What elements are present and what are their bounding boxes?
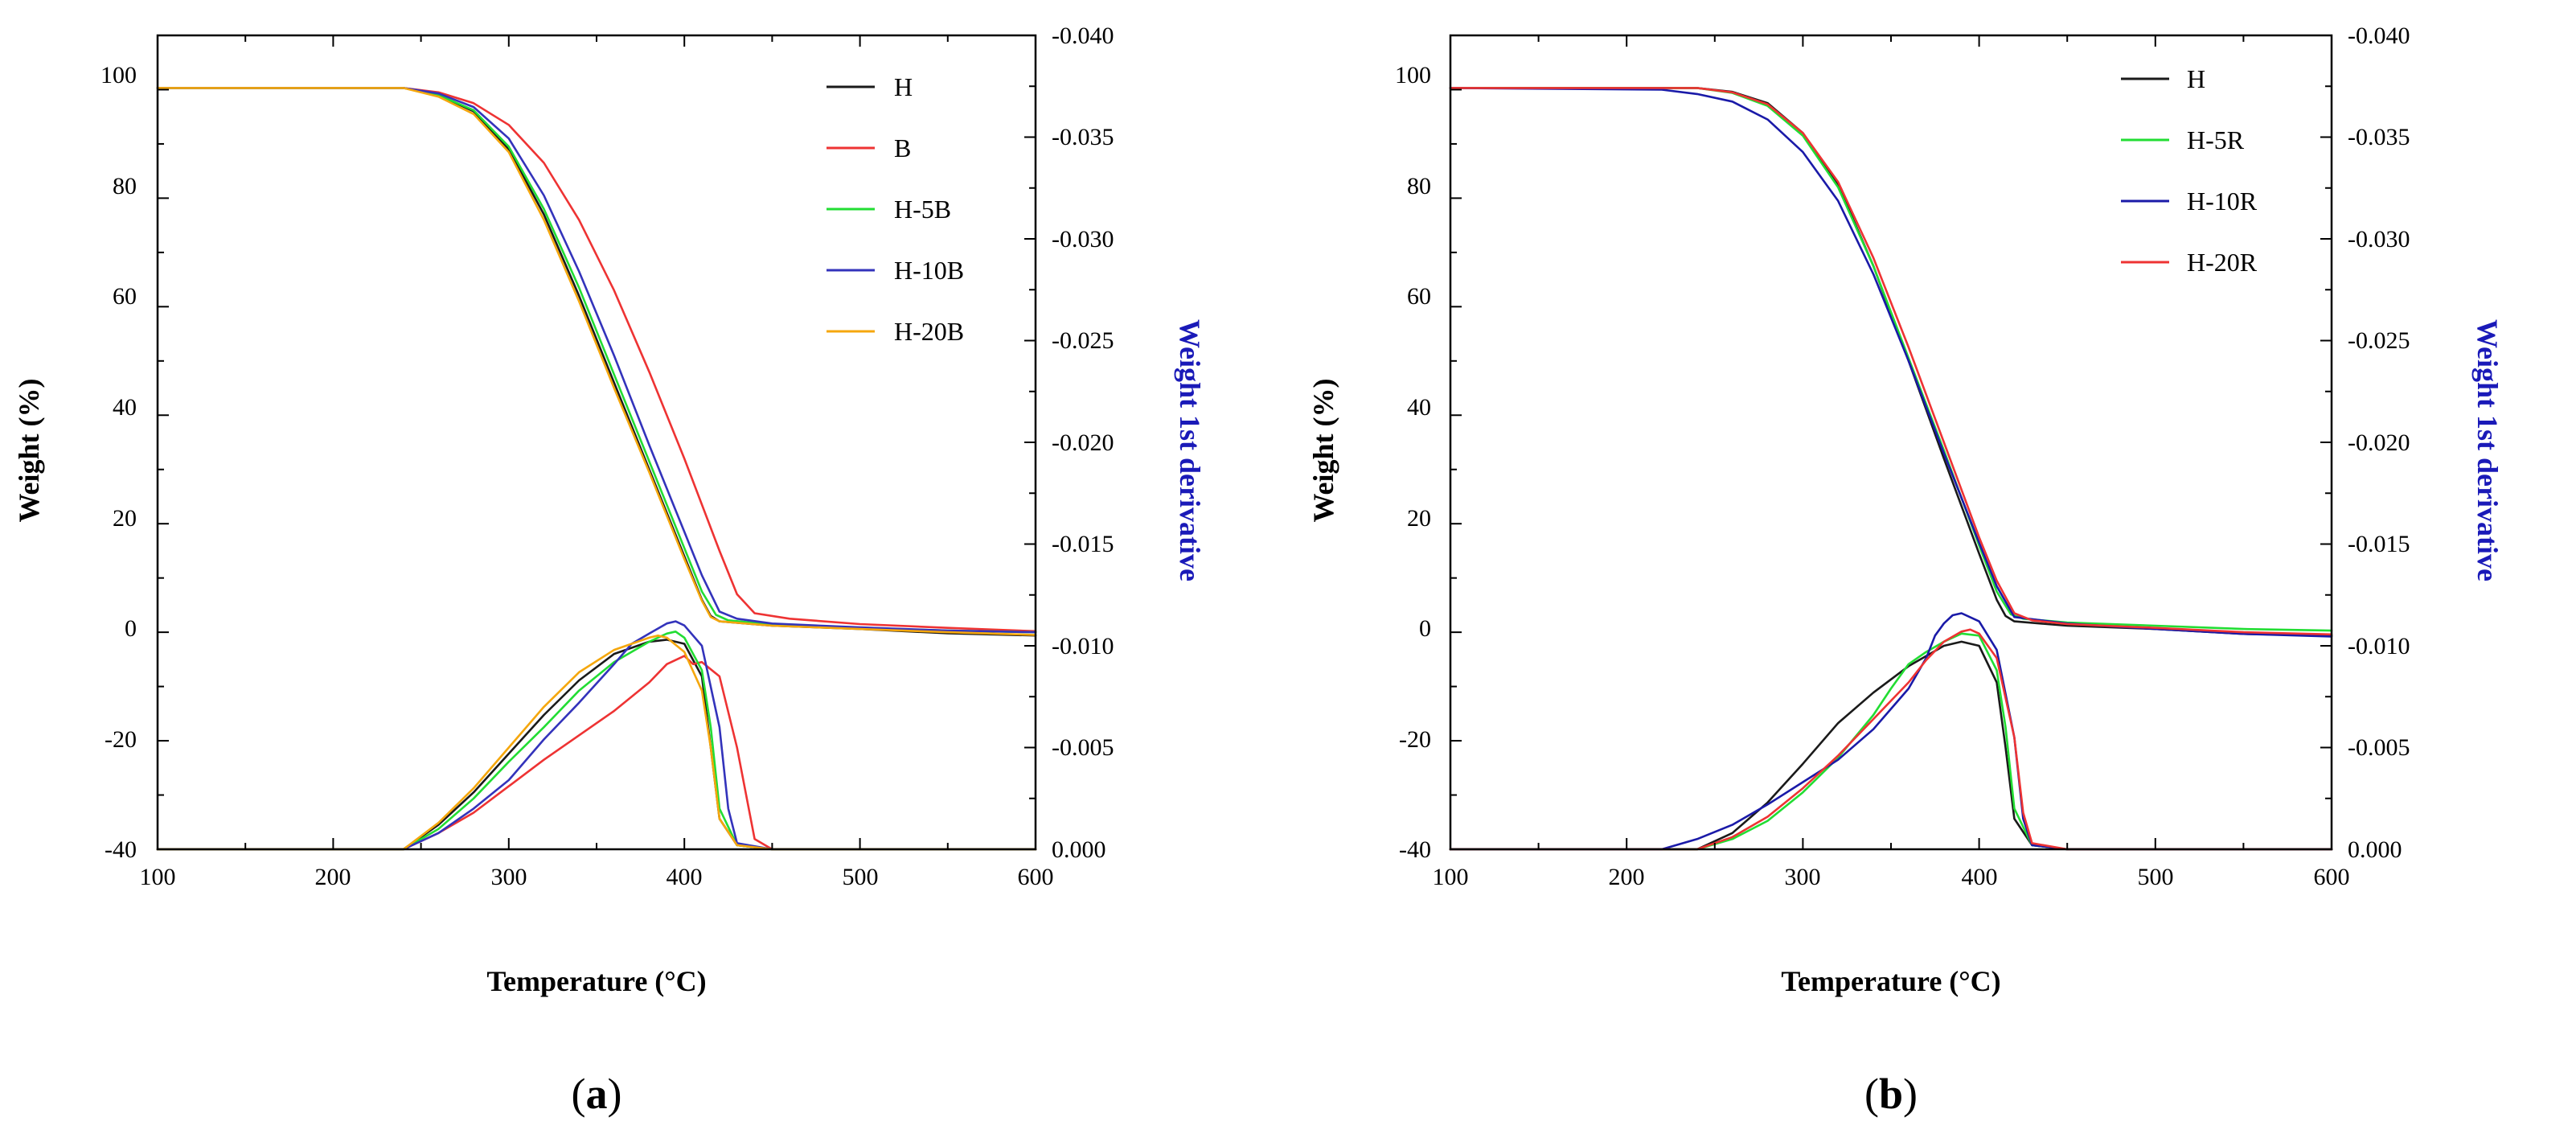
y-tick-label: 100: [100, 62, 137, 88]
series-b-weight-line: [156, 87, 1037, 633]
legend-label-h-20r: H-20R: [2187, 248, 2258, 277]
x-tick-label: 200: [1609, 864, 1645, 890]
y-axis-title: Weight (%): [1307, 379, 1339, 523]
y-tick-label: 60: [113, 283, 137, 310]
y-tick-label: 0: [125, 615, 137, 642]
series-h-10b-weight-line: [156, 87, 1037, 634]
panel-a-ticks: [157, 35, 1036, 850]
series-h-5r-derivative-line: [1449, 632, 2333, 851]
y-tick-label: 40: [113, 394, 137, 421]
panel-a-series: [156, 87, 1037, 851]
y2-tick-label: -0.040: [2348, 23, 2410, 49]
panel-b-ticks: [1450, 35, 2332, 850]
y-tick-label: 80: [1407, 173, 1431, 199]
x-tick-label: 100: [1433, 864, 1469, 890]
x-tick-label: 400: [667, 864, 703, 890]
series-h-20b-derivative-line: [156, 634, 1037, 851]
y2-tick-label: -0.015: [2348, 531, 2410, 557]
y-tick-label: 100: [1395, 62, 1431, 88]
legend: H H-5R H-10R H-20R: [2121, 64, 2258, 277]
y2-tick-label: 0.000: [2348, 836, 2402, 863]
y2-tick-label: -0.005: [1052, 734, 1114, 761]
panel-b-series: [1449, 87, 2333, 851]
y2-tick-label: 0.000: [1052, 836, 1106, 863]
legend-label-b: B: [894, 134, 911, 162]
y-tick-label: 20: [113, 505, 137, 532]
y-axis-title: Weight (%): [13, 379, 45, 523]
y2-tick-label: -0.040: [1052, 23, 1114, 49]
x-axis-title: Temperature (°C): [1781, 965, 2000, 997]
series-h-5b-weight-line: [156, 87, 1037, 634]
y-tick-label: 40: [1407, 394, 1431, 421]
series-h-10r-weight-line: [1449, 87, 2333, 638]
x-tick-label: 300: [1785, 864, 1821, 890]
y2-tick-label: -0.005: [2348, 734, 2410, 761]
x-tick-label: 400: [1962, 864, 1998, 890]
legend-label-h-5b: H-5B: [894, 195, 951, 224]
x-axis-title: Temperature (°C): [486, 965, 706, 997]
legend-label-h: H: [2187, 64, 2205, 93]
series-h-derivative-line: [156, 639, 1037, 851]
y2-axis-title: Weight 1st derivative: [1174, 319, 1206, 581]
x-tick-label: 200: [315, 864, 351, 890]
y-tick-label: -20: [105, 726, 137, 753]
series-h-5b-derivative-line: [156, 630, 1037, 851]
y-tick-label: 60: [1407, 283, 1431, 310]
y2-tick-label: -0.020: [1052, 429, 1114, 456]
y2-tick-label: -0.020: [2348, 429, 2410, 456]
y2-tick-label: -0.010: [1052, 633, 1114, 659]
y-tick-label: -40: [105, 836, 137, 863]
legend-label-h-10b: H-10B: [894, 256, 964, 285]
series-h-20r-weight-line: [1449, 87, 2333, 636]
series-h-20r-derivative-line: [1449, 628, 2333, 851]
y2-tick-label: -0.015: [1052, 531, 1114, 557]
series-h-10r-derivative-line: [1449, 612, 2333, 851]
series-b-derivative-line: [156, 655, 1037, 851]
y2-tick-label: -0.030: [1052, 226, 1114, 253]
x-tick-label: 300: [491, 864, 527, 890]
panel-caption-a: (a): [572, 1070, 622, 1118]
legend-label-h-20b: H-20B: [894, 317, 964, 346]
series-h-5r-weight-line: [1449, 87, 2333, 632]
y2-tick-label: -0.035: [2348, 124, 2410, 150]
x-tick-label: 600: [2314, 864, 2350, 890]
y2-tick-label: -0.025: [2348, 327, 2410, 354]
panel-b-plot-frame: [1449, 34, 2333, 851]
y-tick-label: 80: [113, 173, 137, 199]
y-tick-label: 0: [1419, 615, 1431, 642]
series-h-weight-line: [156, 87, 1037, 637]
y-tick-label: -20: [1399, 726, 1431, 753]
series-h-10b-derivative-line: [156, 620, 1037, 851]
y-tick-label: -40: [1399, 836, 1431, 863]
x-tick-label: 100: [140, 864, 176, 890]
panel-a: 100 200 300 400 500 600 -40 -20 0 20 40 …: [13, 23, 1206, 1118]
series-h-derivative-line: [1449, 640, 2333, 851]
y2-axis-title: Weight 1st derivative: [2471, 319, 2504, 581]
y2-tick-label: -0.010: [2348, 633, 2410, 659]
x-tick-label: 500: [843, 864, 879, 890]
legend-label-h-10r: H-10R: [2187, 187, 2258, 216]
y-tick-label: 20: [1407, 505, 1431, 532]
legend-label-h: H: [894, 72, 913, 101]
series-h-20b-weight-line: [156, 87, 1037, 636]
y2-tick-label: -0.035: [1052, 124, 1114, 150]
series-h-weight-line: [1449, 87, 2333, 637]
x-tick-label: 600: [1018, 864, 1054, 890]
panel-b: 100 200 300 400 500 600 -40 -20 0 20 40 …: [1307, 23, 2504, 1118]
panel-caption-b: (b): [1864, 1070, 1918, 1118]
y2-tick-label: -0.030: [2348, 226, 2410, 253]
x-tick-label: 500: [2138, 864, 2174, 890]
y2-tick-label: -0.025: [1052, 327, 1114, 354]
legend: H B H-5B H-10B H-20B: [827, 72, 964, 346]
legend-label-h-5r: H-5R: [2187, 125, 2245, 154]
